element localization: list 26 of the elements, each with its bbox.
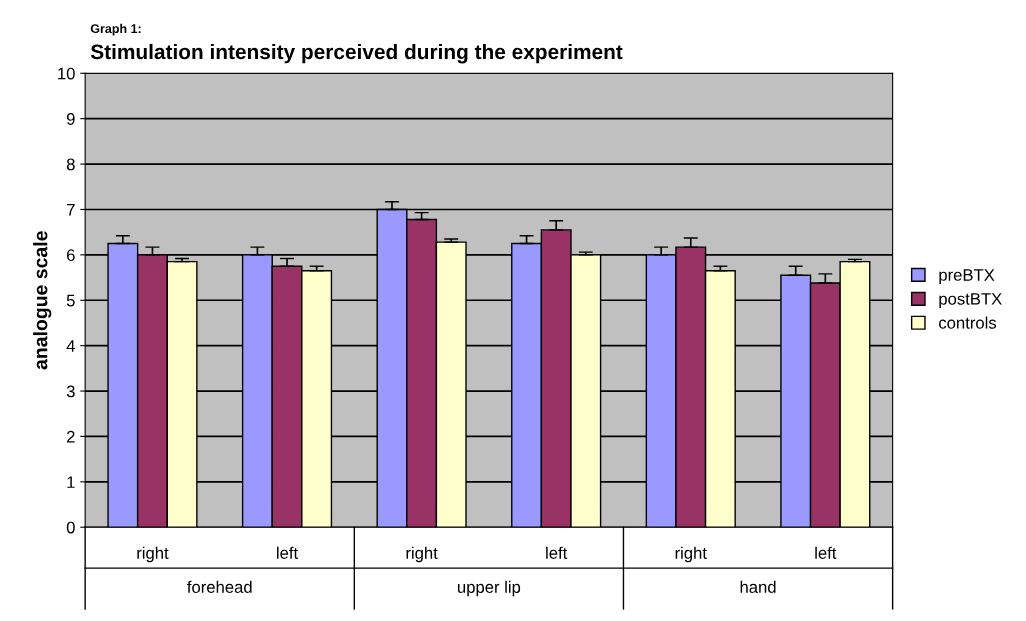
- legend-label: preBTX: [939, 269, 995, 285]
- chart-subtitle: Graph 1:: [90, 23, 141, 36]
- y-tick-label: 7: [67, 204, 75, 216]
- chart-title: Stimulation intensity perceived during the experiment: [90, 43, 623, 64]
- y-tick-label: 1: [67, 476, 75, 488]
- x-tick-label: left: [546, 546, 568, 559]
- x-tick-label: right: [406, 546, 438, 563]
- text: upper lip: [458, 580, 521, 597]
- y-tick-label: 3: [66, 385, 75, 398]
- legend-label: postBTX: [939, 293, 1002, 309]
- x-tick-label: left: [277, 546, 299, 559]
- y-tick-label: 0: [66, 521, 75, 534]
- text: forehead: [187, 580, 252, 593]
- x-tick-label: right: [675, 546, 707, 563]
- y-axis-title: analogue scale: [33, 231, 52, 370]
- legend-label: controls: [939, 316, 997, 329]
- text: hand: [740, 580, 776, 593]
- y-tick-label: 8: [66, 158, 75, 171]
- y-tick-label: 4: [66, 340, 75, 352]
- y-tick-label: 6: [67, 249, 75, 262]
- y-tick-label: 5: [66, 294, 75, 307]
- y-tick-label: 10: [58, 67, 75, 80]
- y-tick-label: 9: [66, 113, 75, 125]
- x-tick-label: right: [137, 546, 169, 563]
- x-tick-label: left: [815, 546, 837, 559]
- y-tick-label: 2: [67, 430, 75, 443]
